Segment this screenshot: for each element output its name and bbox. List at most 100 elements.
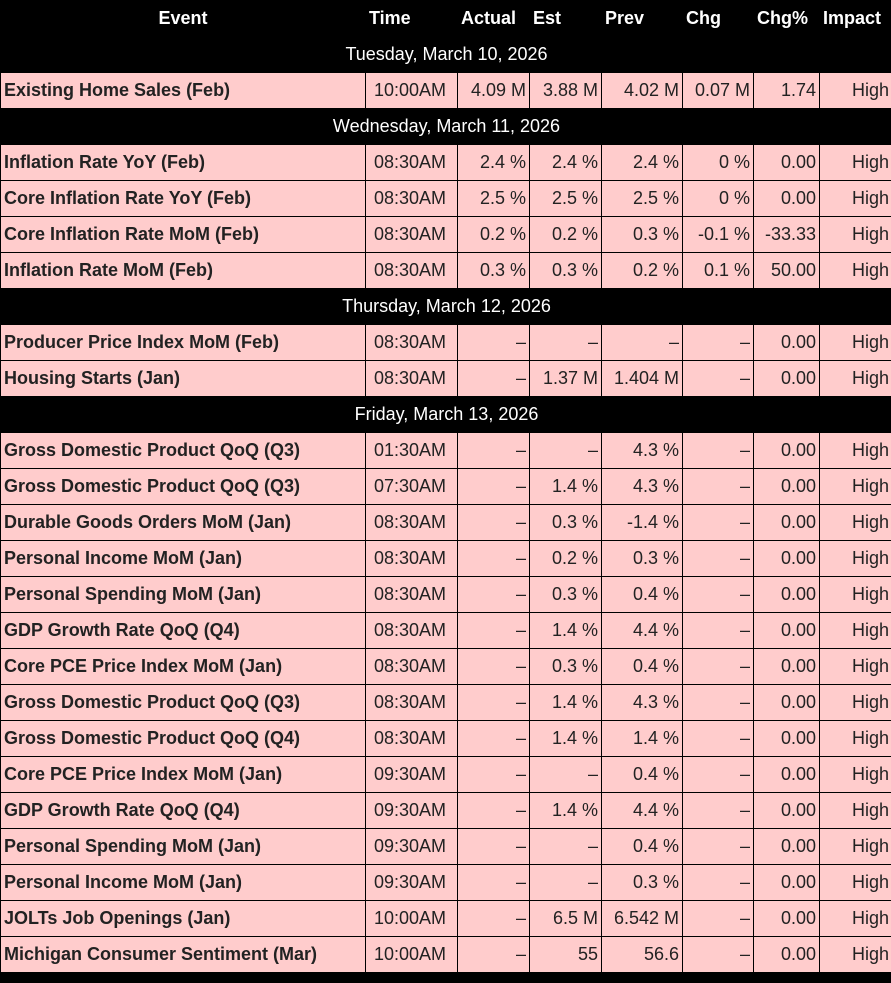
header-impact[interactable]: Impact xyxy=(820,1,891,36)
chg-pct-cell: 0.00 xyxy=(754,829,819,864)
table-row[interactable]: GDP Growth Rate QoQ (Q4) 09:30AM –1.4 % 4.4… xyxy=(1,793,891,828)
est-cell: – xyxy=(530,325,601,360)
table-row[interactable]: Personal Spending MoM (Jan) 08:30AM –0.3 %… xyxy=(1,577,891,612)
header-event[interactable]: Event xyxy=(1,1,365,36)
chg-cell: – xyxy=(683,829,753,864)
chg-pct-cell: 0.00 xyxy=(754,433,819,468)
actual-cell: – xyxy=(458,721,529,756)
est-cell: – xyxy=(530,433,601,468)
chg-pct-cell: 1.74 xyxy=(754,73,819,108)
chg-pct-cell: 0.00 xyxy=(754,649,819,684)
prev-cell: 0.2 % xyxy=(602,253,682,288)
event-cell: Inflation Rate MoM (Feb) xyxy=(1,253,365,288)
est-cell: 1.4 % xyxy=(530,721,601,756)
table-row[interactable]: Personal Income MoM (Jan) 09:30AM – –0.3 % –… xyxy=(1,865,891,900)
chg-pct-cell: -33.33 xyxy=(754,217,819,252)
table-row[interactable]: Personal Income MoM (Jan) 08:30AM –0.2 % 0.… xyxy=(1,541,891,576)
chg-cell: – xyxy=(683,505,753,540)
prev-cell: 0.3 % xyxy=(602,217,682,252)
table-row[interactable]: Core PCE Price Index MoM (Jan) 08:30AM –0.… xyxy=(1,649,891,684)
actual-cell: – xyxy=(458,361,529,396)
header-time[interactable]: Time xyxy=(366,1,457,36)
time-cell: 08:30AM xyxy=(366,505,457,540)
impact-cell: High xyxy=(820,793,891,828)
est-cell: 1.4 % xyxy=(530,613,601,648)
prev-cell: 2.5 % xyxy=(602,181,682,216)
event-cell: Core PCE Price Index MoM (Jan) xyxy=(1,757,365,792)
table-row[interactable]: Gross Domestic Product QoQ (Q4) 08:30AM –1… xyxy=(1,721,891,756)
time-cell: 10:00AM xyxy=(366,901,457,936)
est-cell: 55 xyxy=(530,937,601,972)
impact-cell: High xyxy=(820,901,891,936)
est-cell: 0.3 % xyxy=(530,577,601,612)
table-row[interactable]: Durable Goods Orders MoM (Jan) 08:30AM –0.… xyxy=(1,505,891,540)
table-row[interactable]: Core PCE Price Index MoM (Jan) 09:30AM – –0… xyxy=(1,757,891,792)
event-cell: Core Inflation Rate MoM (Feb) xyxy=(1,217,365,252)
header-actual[interactable]: Actual xyxy=(458,1,529,36)
table-row[interactable]: Gross Domestic Product QoQ (Q3) 01:30AM – –… xyxy=(1,433,891,468)
prev-cell: 4.4 % xyxy=(602,793,682,828)
table-row[interactable]: Personal Spending MoM (Jan) 09:30AM – –0.4 … xyxy=(1,829,891,864)
date-group-row: Friday, March 13, 2026 xyxy=(1,397,891,432)
est-cell: – xyxy=(530,829,601,864)
date-group-label: Thursday, March 12, 2026 xyxy=(1,289,891,324)
table-row[interactable]: Gross Domestic Product QoQ (Q3) 07:30AM –1… xyxy=(1,469,891,504)
table-row[interactable]: Producer Price Index MoM (Feb) 08:30AM – – –… xyxy=(1,325,891,360)
actual-cell: – xyxy=(458,865,529,900)
chg-pct-cell: 0.00 xyxy=(754,325,819,360)
event-cell: Gross Domestic Product QoQ (Q3) xyxy=(1,685,365,720)
chg-cell: 0 % xyxy=(683,145,753,180)
table-row[interactable]: Inflation Rate YoY (Feb) 08:30AM 2.4 % 2.4 … xyxy=(1,145,891,180)
chg-cell: – xyxy=(683,721,753,756)
event-cell: Personal Spending MoM (Jan) xyxy=(1,577,365,612)
impact-cell: High xyxy=(820,829,891,864)
est-cell: 0.2 % xyxy=(530,541,601,576)
event-cell: Gross Domestic Product QoQ (Q3) xyxy=(1,469,365,504)
header-chg-pct[interactable]: Chg% xyxy=(754,1,819,36)
impact-cell: High xyxy=(820,757,891,792)
chg-pct-cell: 0.00 xyxy=(754,865,819,900)
table-row[interactable]: Inflation Rate MoM (Feb) 08:30AM 0.3 % 0.3 … xyxy=(1,253,891,288)
table-row[interactable]: Existing Home Sales (Feb) 10:00AM 4.09 M 3.… xyxy=(1,73,891,108)
chg-cell: – xyxy=(683,901,753,936)
table-row[interactable]: JOLTs Job Openings (Jan) 10:00AM –6.5 M 6.5… xyxy=(1,901,891,936)
actual-cell: – xyxy=(458,757,529,792)
time-cell: 08:30AM xyxy=(366,685,457,720)
table-row[interactable]: GDP Growth Rate QoQ (Q4) 08:30AM –1.4 % 4.4… xyxy=(1,613,891,648)
impact-cell: High xyxy=(820,361,891,396)
header-chg[interactable]: Chg xyxy=(683,1,753,36)
event-cell: Gross Domestic Product QoQ (Q3) xyxy=(1,433,365,468)
time-cell: 09:30AM xyxy=(366,865,457,900)
chg-pct-cell: 0.00 xyxy=(754,469,819,504)
impact-cell: High xyxy=(820,181,891,216)
prev-cell: 56.6 xyxy=(602,937,682,972)
table-row[interactable]: Core Inflation Rate YoY (Feb) 08:30AM 2.5 … xyxy=(1,181,891,216)
time-cell: 09:30AM xyxy=(366,793,457,828)
table-row[interactable]: Gross Domestic Product QoQ (Q3) 08:30AM –1… xyxy=(1,685,891,720)
est-cell: – xyxy=(530,757,601,792)
time-cell: 07:30AM xyxy=(366,469,457,504)
table-row[interactable]: Michigan Consumer Sentiment (Mar) 10:00AM… xyxy=(1,937,891,972)
table-row[interactable]: Housing Starts (Jan) 08:30AM –1.37 M 1.404 … xyxy=(1,361,891,396)
table-row[interactable]: Core Inflation Rate MoM (Feb) 08:30AM 0.2 … xyxy=(1,217,891,252)
time-cell: 08:30AM xyxy=(366,181,457,216)
actual-cell: – xyxy=(458,613,529,648)
est-cell: 0.3 % xyxy=(530,649,601,684)
table-body: Tuesday, March 10, 2026 Existing Home Sal… xyxy=(1,37,891,972)
event-cell: Michigan Consumer Sentiment (Mar) xyxy=(1,937,365,972)
date-group-row: Thursday, March 12, 2026 xyxy=(1,289,891,324)
est-cell: 1.4 % xyxy=(530,793,601,828)
prev-cell: 4.02 M xyxy=(602,73,682,108)
est-cell: 1.37 M xyxy=(530,361,601,396)
impact-cell: High xyxy=(820,937,891,972)
event-cell: Existing Home Sales (Feb) xyxy=(1,73,365,108)
chg-cell: – xyxy=(683,325,753,360)
impact-cell: High xyxy=(820,721,891,756)
chg-cell: – xyxy=(683,865,753,900)
prev-cell: 0.3 % xyxy=(602,865,682,900)
header-est[interactable]: Est xyxy=(530,1,601,36)
header-prev[interactable]: Prev xyxy=(602,1,682,36)
time-cell: 08:30AM xyxy=(366,649,457,684)
event-cell: GDP Growth Rate QoQ (Q4) xyxy=(1,613,365,648)
chg-pct-cell: 0.00 xyxy=(754,145,819,180)
